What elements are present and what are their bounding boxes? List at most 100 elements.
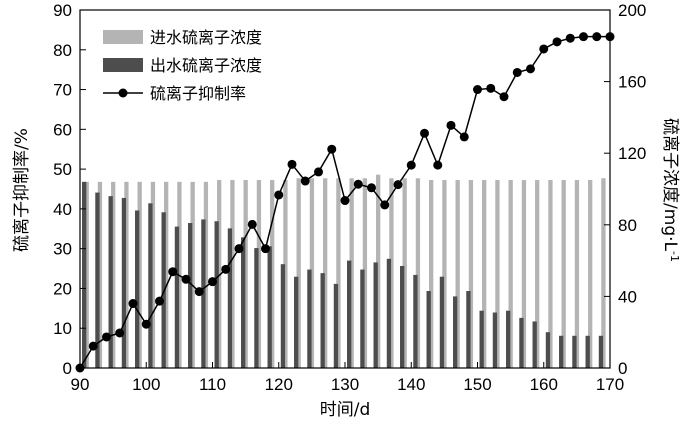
y-left-tick-label-6: 60 [53,120,72,139]
y-left-tick-label-2: 20 [53,279,72,298]
rate-point-16 [287,159,297,169]
effluent-bar-21 [360,269,365,368]
rate-point-9 [194,287,204,297]
y-right-tick-label-1: 40 [618,287,637,306]
influent-bar-18 [323,178,328,368]
rate-point-28 [446,120,456,130]
effluent-bar-39 [598,335,604,368]
x-tick-label-4: 130 [331,375,359,394]
y-right-tick-label-3: 120 [618,144,646,163]
influent-bar-1 [97,181,103,368]
y-left-tick-label-3: 30 [53,240,72,259]
rate-point-7 [168,267,178,277]
effluent-bar-22 [373,262,378,368]
influent-bar-9 [203,181,209,368]
rate-point-33 [512,67,522,77]
influent-bar-0 [84,181,89,368]
effluent-bar-37 [572,335,577,368]
influent-bar-17 [309,178,315,368]
influent-bar-21 [362,178,368,368]
effluent-bar-3 [121,197,127,368]
y-left-tick-label-9: 90 [53,1,72,20]
effluent-bar-29 [466,291,471,368]
influent-bar-25 [415,178,421,368]
y-right-tick-label-0: 0 [618,359,627,378]
rate-point-35 [539,44,549,54]
effluent-bar-30 [479,310,484,368]
rate-point-31 [486,83,496,93]
x-tick-label-0: 90 [71,375,90,394]
rate-point-38 [579,32,588,42]
legend-label-effluent: 出水硫离子浓度 [150,56,262,75]
y-left-tick-label-8: 80 [53,41,72,60]
y-right-axis-title: 硫离子浓度/mg·L-1 [660,118,681,262]
effluent-bar-10 [214,221,219,368]
effluent-bar-12 [241,237,246,368]
rate-point-20 [340,196,350,206]
legend: 进水硫离子浓度 出水硫离子浓度 硫离子抑制率 [103,28,262,103]
effluent-bar-20 [347,260,352,368]
effluent-bar-38 [585,335,590,368]
legend-marker-rate [118,88,128,98]
y-left-tick-label-7: 70 [53,81,72,100]
rate-point-22 [367,183,376,193]
effluent-bar-0 [82,181,87,368]
effluent-bar-33 [519,317,524,368]
line-layer [75,32,615,373]
influent-bar-26 [429,180,434,368]
x-tick-label-5: 140 [397,375,425,394]
influent-bar-20 [349,178,354,368]
plot-area [80,10,610,368]
influent-bar-39 [601,178,606,368]
influent-bar-31 [495,180,500,368]
influent-bar-37 [574,180,580,368]
y-left-tick-label-0: 0 [63,359,72,378]
plot-background [80,10,610,368]
effluent-bar-28 [453,296,458,368]
x-tick-label-1: 100 [132,375,160,394]
influent-bar-22 [376,174,381,368]
effluent-bar-7 [174,226,180,368]
influent-bar-16 [296,178,301,368]
influent-bar-4 [137,181,142,368]
rate-point-27 [433,160,443,170]
y-left-axis-title: 硫离子抑制率/% [12,128,32,252]
rate-point-15 [274,190,284,200]
legend-label-influent: 进水硫离子浓度 [150,28,262,47]
rate-point-13 [247,219,257,229]
influent-bar-11 [230,180,235,368]
effluent-bar-5 [148,203,153,368]
rate-point-11 [221,264,231,274]
axis-layer: 90 100 110 120 130 140 150 160 17001020304050607… [53,1,646,394]
effluent-bar-1 [95,192,100,368]
effluent-bar-4 [135,210,140,368]
y-left-tick-label-5: 50 [53,160,72,179]
effluent-bar-34 [532,321,537,368]
effluent-bar-36 [559,335,564,368]
x-tick-label-3: 120 [265,375,293,394]
rate-point-21 [353,179,363,189]
influent-bar-6 [164,181,169,368]
rate-point-5 [141,319,151,329]
rate-point-2 [102,332,111,342]
influent-bar-27 [442,180,447,368]
bar-layer [82,174,606,368]
effluent-bar-8 [188,223,193,368]
effluent-bar-16 [294,276,299,368]
influent-bar-35 [548,180,553,368]
rate-point-23 [380,200,390,210]
rate-point-39 [592,32,602,42]
x-tick-label-2: 110 [199,375,226,394]
rate-point-8 [181,274,191,284]
effluent-bar-35 [545,332,551,368]
rate-point-3 [115,328,125,338]
legend-swatch-effluent [103,58,143,72]
influent-bar-19 [336,178,341,368]
effluent-bar-14 [267,246,272,368]
influent-bar-38 [588,180,593,368]
rate-point-37 [565,33,575,43]
y-right-tick-label-5: 200 [618,1,646,20]
y-right-tick-label-4: 160 [618,73,646,92]
x-tick-label-7: 160 [530,375,558,394]
effluent-bar-15 [280,264,286,368]
